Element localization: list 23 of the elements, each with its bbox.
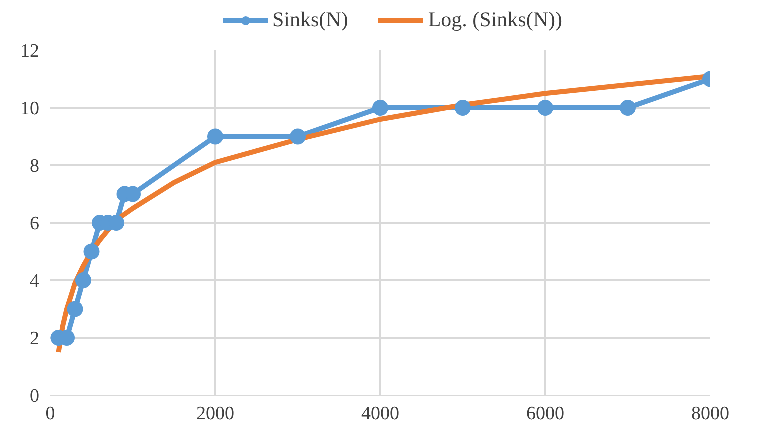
x-tick-label: 4000 [362, 404, 400, 424]
point [290, 128, 306, 145]
x-tick-label: 0 [46, 404, 56, 424]
point [372, 100, 388, 116]
y-tick-label: 4 [30, 271, 40, 292]
legend-label: Sinks(N) [272, 8, 348, 32]
point [67, 301, 84, 318]
x-tick-label: 8000 [692, 404, 730, 424]
point [208, 128, 224, 145]
y-tick-label: 10 [20, 98, 40, 120]
legend-label: Log. (Sinks(N)) [428, 8, 562, 32]
y-tick-label: 12 [20, 41, 40, 62]
x-tick-label: 6000 [526, 404, 564, 424]
y-tick-label: 8 [30, 156, 40, 177]
y-tick-label: 6 [30, 214, 40, 234]
x-tick-label: 2000 [196, 404, 234, 424]
point [538, 100, 554, 116]
point [620, 100, 636, 116]
y-tick-label: 2 [30, 328, 40, 350]
point [455, 100, 471, 116]
y-tick-label: 0 [30, 386, 40, 407]
point [84, 244, 100, 260]
point [76, 272, 92, 288]
